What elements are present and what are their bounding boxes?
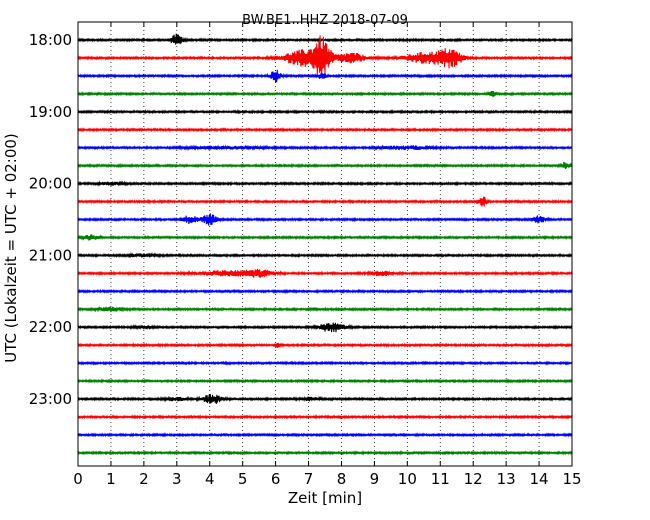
trace-line [77, 196, 573, 207]
y-tick-label: 19:00 [29, 103, 72, 121]
trace-line [77, 144, 573, 151]
trace-line [77, 268, 573, 278]
x-tick-label: 12 [464, 470, 483, 488]
x-tick-label: 13 [497, 470, 516, 488]
trace-line [77, 109, 573, 115]
y-tick-label: 21:00 [29, 246, 72, 264]
trace-line [77, 393, 573, 405]
y-axis: 18:00 19:00 20:00 21:00 22:00 23:00 [29, 31, 572, 408]
x-tick-label: 10 [398, 470, 417, 488]
trace-line [77, 90, 573, 98]
x-tick-label: 15 [562, 470, 581, 488]
y-tick-label: 20:00 [29, 175, 72, 193]
trace-line [77, 69, 573, 83]
x-axis: 0 1 2 3 4 5 6 7 8 9 10 11 12 13 14 15 [73, 22, 582, 488]
x-tick-label: 5 [238, 470, 248, 488]
trace-line [77, 305, 573, 313]
y-tick-label: 22:00 [29, 318, 72, 336]
x-tick-label: 11 [431, 470, 450, 488]
trace-line [77, 450, 573, 456]
trace-line [77, 414, 573, 420]
x-tick-label: 14 [530, 470, 549, 488]
trace-line [77, 33, 573, 45]
trace-line [77, 322, 573, 333]
x-tick-label: 9 [370, 470, 380, 488]
trace-line [77, 288, 573, 294]
y-axis-label: UTC (Lokalzeit = UTC + 02:00) [2, 133, 20, 363]
trace-line [77, 162, 573, 169]
x-tick-label: 2 [139, 470, 149, 488]
trace-line [77, 378, 573, 384]
trace-line [77, 252, 573, 259]
plot-frame [77, 21, 573, 467]
x-tick-label: 6 [271, 470, 281, 488]
x-tick-label: 4 [205, 470, 215, 488]
x-tick-label: 7 [304, 470, 314, 488]
x-tick-label: 1 [106, 470, 116, 488]
trace-line [77, 342, 573, 349]
trace-line [77, 432, 573, 438]
trace-line [77, 213, 573, 226]
x-axis-label: Zeit [min] [288, 489, 362, 507]
x-tick-label: 8 [337, 470, 347, 488]
trace-line [77, 35, 573, 79]
trace-line [77, 180, 573, 187]
x-tick-label: 0 [73, 470, 83, 488]
y-tick-label: 18:00 [29, 31, 72, 49]
y-tick-label: 23:00 [29, 390, 72, 408]
chart-title: BW.BE1..HHZ 2018-07-09 [242, 13, 408, 28]
trace-line [77, 127, 573, 133]
trace-group [77, 33, 573, 456]
x-tick-label: 3 [172, 470, 182, 488]
trace-line [77, 360, 573, 366]
trace-line [77, 234, 573, 241]
